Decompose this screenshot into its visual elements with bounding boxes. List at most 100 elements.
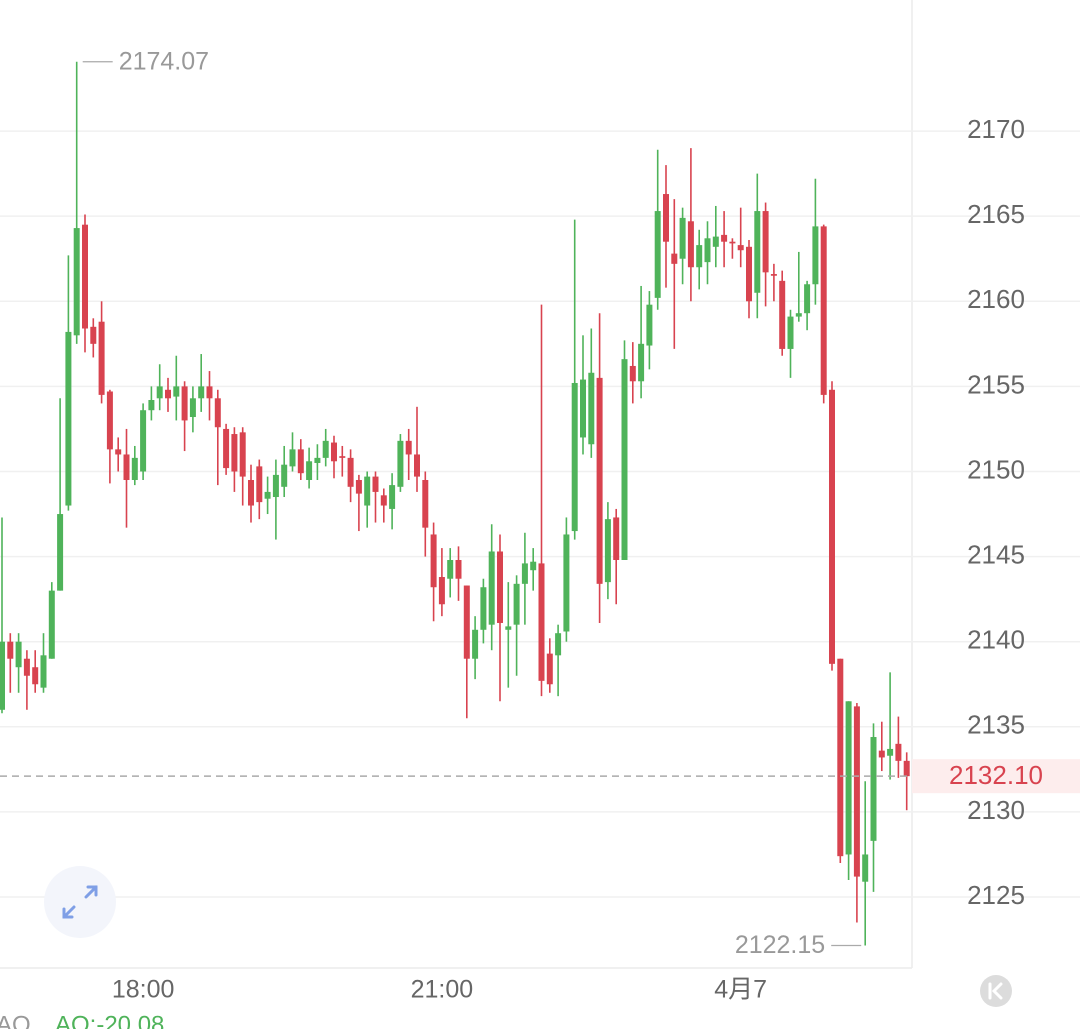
candle-body — [438, 577, 445, 605]
candle-body — [206, 386, 213, 399]
candle-body — [397, 440, 404, 487]
candle-body — [779, 280, 786, 349]
candle-body — [754, 211, 761, 293]
candle-body — [364, 476, 371, 506]
candle-body — [671, 253, 678, 264]
candle-body — [521, 563, 528, 584]
y-tick-label: 2130 — [967, 795, 1025, 825]
candle-body — [115, 449, 122, 455]
candle-body — [430, 534, 437, 588]
candle-body — [472, 629, 479, 659]
y-tick-label: 2145 — [967, 539, 1025, 569]
candle-body — [48, 590, 55, 659]
candle-body — [355, 480, 362, 494]
candle-body — [189, 398, 196, 418]
candle-body — [414, 454, 420, 477]
last-price-label: 2132.10 — [949, 760, 1043, 790]
candle-body — [704, 238, 711, 263]
candle-body — [347, 457, 354, 487]
candle-body — [696, 245, 703, 268]
candle-body — [40, 655, 47, 688]
candle-body — [90, 326, 97, 344]
candle-body — [812, 226, 819, 285]
last-price-bg — [912, 759, 1080, 794]
x-tick-label: 4月7 — [714, 976, 767, 1004]
candle-body — [239, 432, 246, 477]
candle-body — [546, 653, 553, 685]
collapse-icon — [988, 982, 1003, 1000]
candle-body — [571, 382, 578, 532]
candle-body — [7, 641, 14, 659]
candle-body — [596, 377, 603, 584]
candle-body — [156, 386, 163, 399]
expand-bg[interactable] — [44, 866, 116, 938]
candle-body — [322, 440, 329, 458]
candle-body — [820, 226, 827, 395]
indicator-name: AO — [0, 1011, 31, 1029]
candle-body — [331, 442, 337, 462]
candle-body — [646, 304, 653, 346]
candle-body — [878, 750, 885, 758]
candle-body — [746, 246, 752, 302]
candle-body — [663, 194, 669, 242]
candle-body — [762, 211, 769, 273]
candle-body — [588, 372, 595, 445]
candle-body — [837, 658, 844, 857]
candle-body — [488, 551, 495, 625]
y-tick-label: 2155 — [967, 369, 1025, 399]
candle-body — [23, 658, 30, 676]
candle-body — [148, 400, 155, 411]
candle-body — [845, 701, 852, 855]
candle-body — [538, 563, 545, 681]
candle-body — [895, 743, 902, 761]
candle-body — [214, 398, 221, 428]
y-tick-label: 2150 — [967, 454, 1025, 484]
candle-body — [339, 456, 346, 458]
max-label: 2174.07 — [119, 47, 209, 75]
candle-body — [140, 410, 147, 472]
candle-body — [98, 321, 105, 395]
candle-body — [787, 316, 794, 349]
candle-body — [530, 561, 537, 571]
candle-body — [231, 434, 238, 472]
candle-body — [32, 667, 39, 685]
candle-body — [513, 583, 520, 625]
collapse-button[interactable] — [980, 975, 1012, 1007]
candle-body — [770, 274, 777, 276]
candle-body — [604, 519, 611, 583]
candle-body — [106, 391, 113, 450]
expand-button[interactable] — [44, 866, 116, 938]
candle-body — [73, 228, 80, 336]
candle-body — [173, 386, 180, 397]
candle-body — [463, 585, 470, 659]
candle-body — [729, 241, 736, 244]
candle-body — [580, 379, 586, 438]
candle-body — [131, 457, 138, 480]
candle-body — [629, 365, 636, 382]
candle-body — [829, 389, 835, 664]
candle-body — [405, 440, 412, 455]
candle-body — [57, 514, 64, 591]
candle-body — [687, 221, 694, 268]
candle-body — [621, 359, 628, 560]
candle-body — [264, 491, 271, 499]
y-tick-label: 2135 — [967, 710, 1025, 740]
y-tick-label: 2160 — [967, 284, 1025, 314]
candle-body — [638, 343, 645, 382]
candle-body — [281, 464, 288, 487]
candle-body — [555, 633, 562, 656]
candle-body — [505, 626, 512, 630]
candle-body — [65, 331, 72, 506]
candle-body — [82, 224, 88, 329]
candle-body — [248, 480, 254, 506]
candle-body — [289, 449, 296, 467]
candle-body — [372, 476, 379, 492]
candle-body — [198, 386, 205, 399]
y-tick-label: 2125 — [967, 880, 1025, 910]
candle-body — [795, 313, 802, 317]
candle-body — [165, 389, 171, 399]
candle-body — [563, 534, 570, 632]
candle-body — [887, 748, 894, 756]
